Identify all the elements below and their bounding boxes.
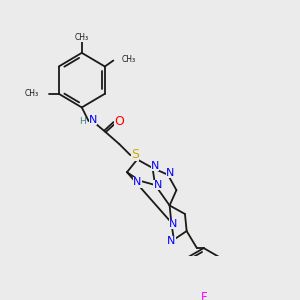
Text: CH₃: CH₃ <box>75 33 89 42</box>
Text: N: N <box>89 115 97 125</box>
Text: CH₃: CH₃ <box>24 89 38 98</box>
Text: N: N <box>154 180 162 190</box>
Text: N: N <box>167 236 176 246</box>
Text: O: O <box>114 116 124 128</box>
Text: S: S <box>131 148 139 161</box>
Text: N: N <box>169 219 177 229</box>
Text: CH₃: CH₃ <box>122 55 136 64</box>
Text: F: F <box>200 291 207 300</box>
Text: N: N <box>166 168 175 178</box>
Text: N: N <box>151 161 159 171</box>
Text: N: N <box>133 177 141 188</box>
Text: H: H <box>79 117 86 126</box>
